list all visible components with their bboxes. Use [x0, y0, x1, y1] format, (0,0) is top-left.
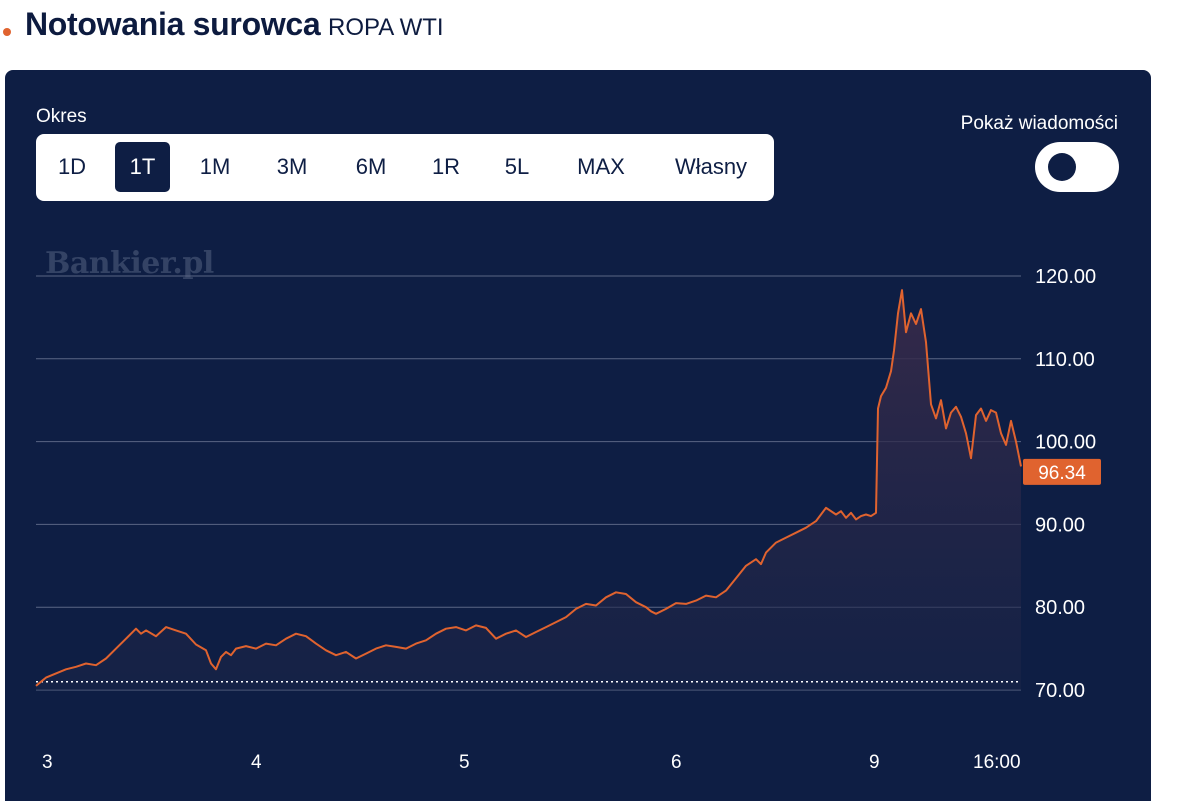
- header-bullet-icon: [3, 28, 11, 36]
- period-selector: 1D 1T 1M 3M 6M 1R 5L MAX Własny: [36, 134, 774, 201]
- period-button-5l[interactable]: 5L: [504, 154, 530, 179]
- period-button-wlasny[interactable]: Własny: [674, 154, 748, 179]
- period-button-1d[interactable]: 1D: [57, 154, 87, 179]
- chart-panel: Okres 1D 1T 1M 3M 6M 1R 5L MAX Własny Po…: [5, 70, 1151, 801]
- last-price-badge-bg: [1023, 458, 1101, 485]
- period-label: Okres: [36, 106, 87, 127]
- toggle-knob: [1048, 153, 1076, 181]
- y-tick-label: 90.00: [1035, 514, 1085, 536]
- x-tick-label: 6: [671, 752, 682, 773]
- x-tick-label: 3: [42, 752, 53, 773]
- y-axis-ticks: 120.00 110.00 100.00 90.00 80.00 70.00: [1035, 266, 1096, 702]
- price-area-fill: [36, 290, 1021, 690]
- x-tick-label: 4: [251, 752, 262, 773]
- price-chart[interactable]: 120.00 110.00 100.00 90.00 80.00 70.00 3 4 5 6 9 1…: [5, 70, 1151, 801]
- y-tick-label: 100.00: [1035, 432, 1096, 454]
- y-tick-label: 70.00: [1035, 680, 1085, 702]
- x-tick-label: 5: [459, 752, 470, 773]
- y-tick-label: 110.00: [1035, 349, 1095, 371]
- price-line-path: [35, 289, 1022, 687]
- period-button-1r[interactable]: 1R: [431, 154, 461, 179]
- page-header: Notowania surowca ROPA WTI: [0, 0, 1185, 56]
- page-title: Notowania surowca: [25, 6, 321, 42]
- watermark-logo: Bankier.pl: [45, 246, 214, 281]
- price-area: [36, 290, 1021, 690]
- last-price-badge: 96.34: [1023, 458, 1101, 485]
- y-tick-label: 80.00: [1035, 597, 1085, 619]
- news-toggle-label: Pokaż wiadomości: [960, 113, 1118, 134]
- news-toggle[interactable]: [1035, 142, 1119, 192]
- period-button-1m[interactable]: 1M: [199, 154, 231, 179]
- last-price-badge-text: 96.34: [1038, 463, 1086, 484]
- period-button-1t[interactable]: 1T: [115, 142, 170, 192]
- x-axis-ticks: 3 4 5 6 9 16:00: [42, 752, 1021, 773]
- y-tick-label: 120.00: [1035, 266, 1096, 288]
- x-tick-label: 16:00: [973, 752, 1021, 773]
- period-button-6m[interactable]: 6M: [355, 154, 387, 179]
- x-tick-label: 9: [869, 752, 880, 773]
- price-line: [35, 289, 1022, 687]
- period-button-max[interactable]: MAX: [577, 154, 625, 179]
- page-subtitle: ROPA WTI: [328, 14, 444, 41]
- period-button-3m[interactable]: 3M: [276, 154, 308, 179]
